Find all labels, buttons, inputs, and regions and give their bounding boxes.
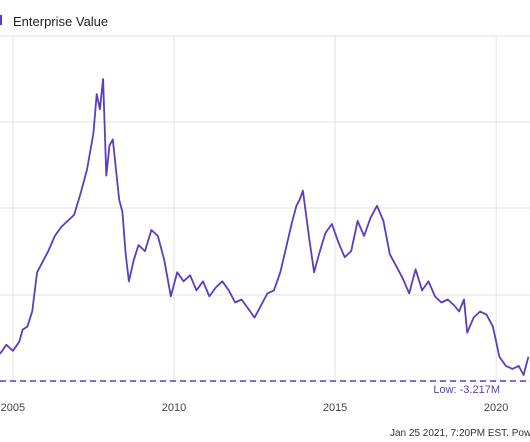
x-tick-label: 2005	[1, 402, 25, 414]
x-tick-label: 2020	[484, 402, 508, 414]
legend-swatch	[0, 15, 2, 25]
legend: Enterprise Value	[0, 14, 108, 29]
series-line-enterprise-value	[0, 78, 530, 376]
x-tick-label: 2010	[162, 402, 186, 414]
grid-layer	[0, 35, 530, 382]
series-layer	[0, 78, 530, 376]
legend-series-name: Enterprise Value	[13, 14, 108, 29]
low-label: Low: -3.217M	[433, 384, 500, 396]
x-tick-label: 2015	[323, 402, 347, 414]
low-annotation: Low: -3.217M	[0, 380, 530, 396]
footer-timestamp: Jan 25 2021, 7:20PM EST. Powered by	[390, 428, 530, 439]
x-axis-ticks: 2005 2010 2015 2020	[1, 402, 509, 414]
